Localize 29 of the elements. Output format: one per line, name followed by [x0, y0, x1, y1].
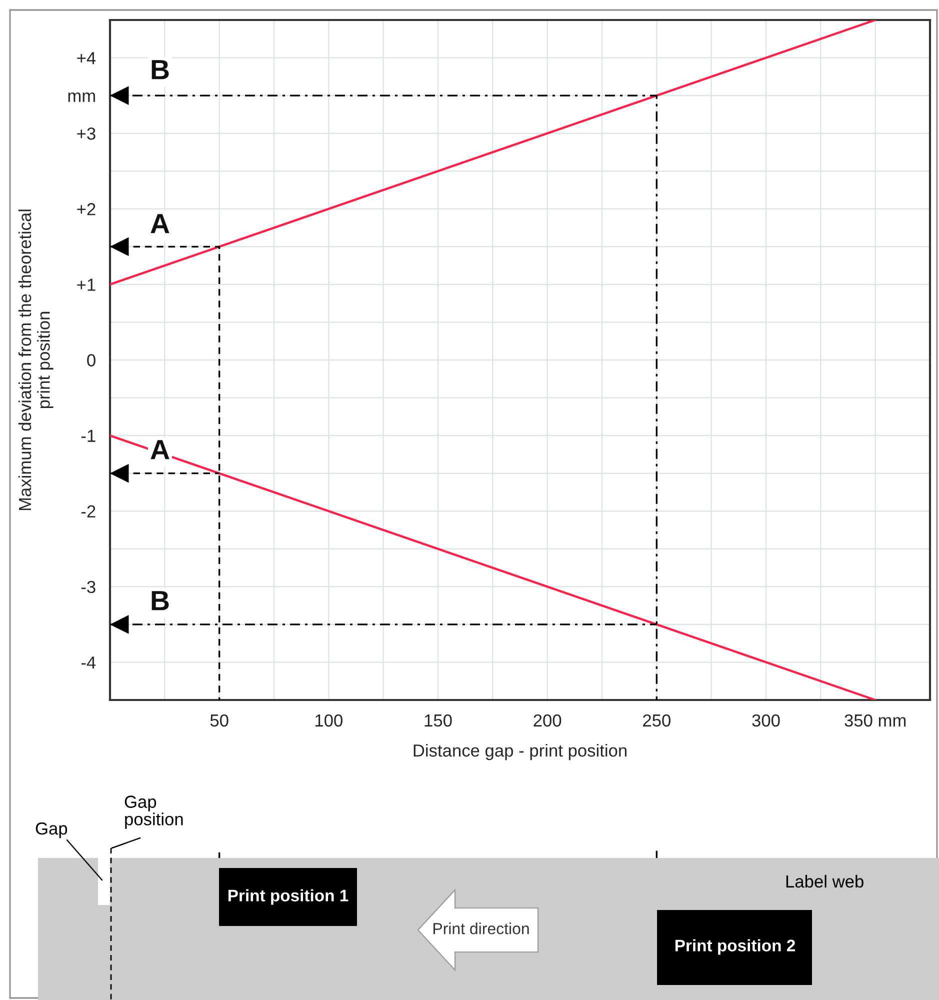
- x-tick-label: 100: [316, 714, 342, 727]
- y-tick-label: -3: [81, 580, 96, 594]
- text: Print position 2: [675, 939, 795, 955]
- y-tick-label: mm: [68, 92, 95, 102]
- annotation: B: [152, 591, 169, 610]
- x-tick-label: 50: [210, 714, 228, 727]
- text: Gap: [36, 822, 68, 838]
- y-tick-label: -1: [81, 430, 96, 442]
- annotation: B: [152, 60, 169, 80]
- annotation: A: [150, 440, 170, 460]
- text: Print direction: [433, 922, 529, 934]
- text: Gap position: [124, 796, 183, 829]
- y-tick-label: +4: [77, 52, 96, 64]
- x-tick-label: 300: [752, 714, 780, 727]
- y-tick-label: 0: [87, 354, 96, 366]
- y-tick-label: -4: [81, 656, 96, 669]
- x-tick-label: 200: [534, 714, 562, 727]
- x-axis-title: Distance gap - print position: [414, 744, 626, 760]
- x-tick-label: 150: [424, 714, 452, 727]
- y-tick-label: +2: [77, 203, 96, 216]
- text: Label web: [786, 874, 864, 888]
- y-tick-label: -2: [81, 505, 96, 518]
- annotation: A: [150, 214, 170, 234]
- y-tick-label: +1: [77, 278, 96, 291]
- text: Print position 1: [228, 889, 348, 905]
- y-axis-title: Maximum deviation from the theoretical print position: [18, 210, 54, 510]
- x-tick-label: 250: [643, 714, 670, 727]
- y-tick-label: +3: [77, 128, 96, 140]
- x-tick-label: 350 mm: [844, 714, 906, 727]
